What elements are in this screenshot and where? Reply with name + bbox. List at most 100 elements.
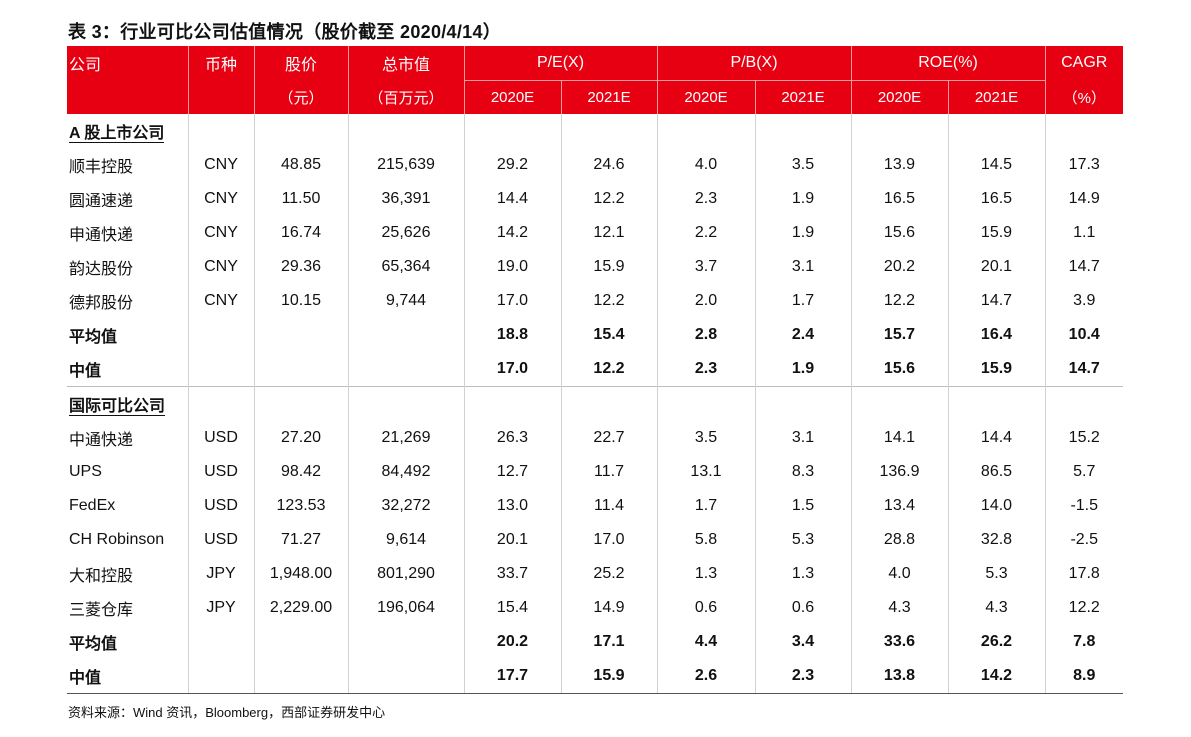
empty-cell: [947, 386, 1045, 421]
roe-2020e: 136.9: [850, 455, 948, 489]
pb-2020e: 5.8: [656, 523, 755, 557]
currency: USD: [187, 489, 254, 523]
roe-2021e: 86.5: [947, 455, 1045, 489]
table-header: 公司 币种 股价 总市值 P/E(X) P/B(X) ROE(%) CAGR （…: [67, 46, 1123, 114]
price: 1,948.00: [253, 557, 348, 591]
cagr: 5.7: [1044, 455, 1123, 489]
header-cagr: CAGR: [1044, 46, 1123, 81]
mktcap: 21,269: [347, 421, 464, 455]
header-roe-2021: 2021E: [947, 80, 1045, 114]
average-row: 平均值 20.2 17.1 4.4 3.4 33.6 26.2 7.8: [67, 625, 1123, 659]
pb-2020e: 2.8: [656, 318, 755, 352]
header-pb: P/B(X): [656, 46, 851, 81]
pe-2020e: 18.8: [463, 318, 561, 352]
roe-2021e: 14.0: [947, 489, 1045, 523]
header-currency-sub: [187, 80, 254, 114]
roe-2021e: 14.7: [947, 284, 1045, 318]
table-row: CH Robinson USD 71.27 9,614 20.1 17.0 5.8 5.3 28…: [67, 523, 1123, 557]
price: 27.20: [253, 421, 348, 455]
empty-cell: [253, 386, 348, 421]
table-row: 三菱仓库 JPY 2,229.00 196,064 15.4 14.9 0.6 0.6 4.3 4…: [67, 591, 1123, 625]
table-row: 韵达股份 CNY 29.36 65,364 19.0 15.9 3.7 3.1 20.2 20.1…: [67, 250, 1123, 284]
mktcap: 9,614: [347, 523, 464, 557]
empty-cell: [253, 318, 348, 352]
pe-2021e: 15.9: [560, 659, 657, 694]
pb-2021e: 8.3: [754, 455, 851, 489]
pb-2021e: 1.3: [754, 557, 851, 591]
table-row: 顺丰控股 CNY 48.85 215,639 29.2 24.6 4.0 3.5 13.9 14.…: [67, 148, 1123, 182]
company-name: 三菱仓库: [69, 602, 134, 619]
company-name: CH Robinson: [69, 531, 165, 548]
empty-cell: [187, 352, 254, 387]
empty-cell: [850, 386, 948, 421]
header-roe: ROE(%): [850, 46, 1045, 81]
company-name: FedEx: [69, 497, 116, 514]
empty-cell: [187, 318, 254, 352]
summary-label: 平均值: [69, 636, 118, 653]
pe-2020e: 19.0: [463, 250, 561, 284]
pe-2020e: 33.7: [463, 557, 561, 591]
pb-2020e: 0.6: [656, 591, 755, 625]
table-title: 表 3：行业可比公司估值情况（股价截至 2020/4/14）: [68, 22, 502, 42]
pb-2021e: 2.3: [754, 659, 851, 694]
pb-2021e: 1.9: [754, 182, 851, 216]
currency: USD: [187, 523, 254, 557]
pe-2021e: 12.1: [560, 216, 657, 250]
roe-2020e: 28.8: [850, 523, 948, 557]
pb-2020e: 13.1: [656, 455, 755, 489]
median-row: 中值 17.0 12.2 2.3 1.9 15.6 15.9 14.7: [67, 352, 1123, 387]
empty-cell: [656, 386, 755, 421]
pb-2021e: 1.9: [754, 216, 851, 250]
section-title: 国际可比公司: [69, 398, 166, 416]
currency: CNY: [187, 250, 254, 284]
cagr: 1.1: [1044, 216, 1123, 250]
pb-2021e: 0.6: [754, 591, 851, 625]
empty-cell: [187, 659, 254, 694]
price: 29.36: [253, 250, 348, 284]
header-pe: P/E(X): [463, 46, 657, 81]
pe-2020e: 20.2: [463, 625, 561, 659]
header-pe-2021: 2021E: [560, 80, 657, 114]
pe-2021e: 24.6: [560, 148, 657, 182]
currency: USD: [187, 455, 254, 489]
cagr: 10.4: [1044, 318, 1123, 352]
pe-2020e: 14.2: [463, 216, 561, 250]
price: 98.42: [253, 455, 348, 489]
roe-2021e: 16.4: [947, 318, 1045, 352]
pe-2020e: 20.1: [463, 523, 561, 557]
empty-cell: [947, 114, 1045, 148]
roe-2020e: 13.4: [850, 489, 948, 523]
roe-2021e: 32.8: [947, 523, 1045, 557]
header-pe-2020: 2020E: [463, 80, 561, 114]
header-currency: 币种: [187, 46, 254, 81]
cagr: 17.8: [1044, 557, 1123, 591]
empty-cell: [187, 114, 254, 148]
currency: CNY: [187, 148, 254, 182]
pe-2020e: 17.7: [463, 659, 561, 694]
mktcap: 801,290: [347, 557, 464, 591]
roe-2021e: 15.9: [947, 216, 1045, 250]
table-row: UPS USD 98.42 84,492 12.7 11.7 13.1 8.3 136.9 86.…: [67, 455, 1123, 489]
pe-2021e: 11.4: [560, 489, 657, 523]
roe-2021e: 15.9: [947, 352, 1045, 387]
currency: JPY: [187, 591, 254, 625]
section-title-cell: A 股上市公司: [67, 114, 188, 148]
company-name: 申通快递: [69, 227, 134, 244]
currency: CNY: [187, 182, 254, 216]
cagr: 7.8: [1044, 625, 1123, 659]
price: 16.74: [253, 216, 348, 250]
section-header-row: 国际可比公司: [67, 386, 1123, 421]
cagr: 14.7: [1044, 352, 1123, 387]
empty-cell: [463, 114, 561, 148]
currency: JPY: [187, 557, 254, 591]
company-name: 德邦股份: [69, 295, 134, 312]
roe-2020e: 16.5: [850, 182, 948, 216]
summary-label: 平均值: [69, 329, 118, 346]
pb-2021e: 1.9: [754, 352, 851, 387]
cagr: -1.5: [1044, 489, 1123, 523]
mktcap: 32,272: [347, 489, 464, 523]
pe-2021e: 25.2: [560, 557, 657, 591]
empty-cell: [347, 114, 464, 148]
empty-cell: [347, 625, 464, 659]
pe-2020e: 17.0: [463, 284, 561, 318]
